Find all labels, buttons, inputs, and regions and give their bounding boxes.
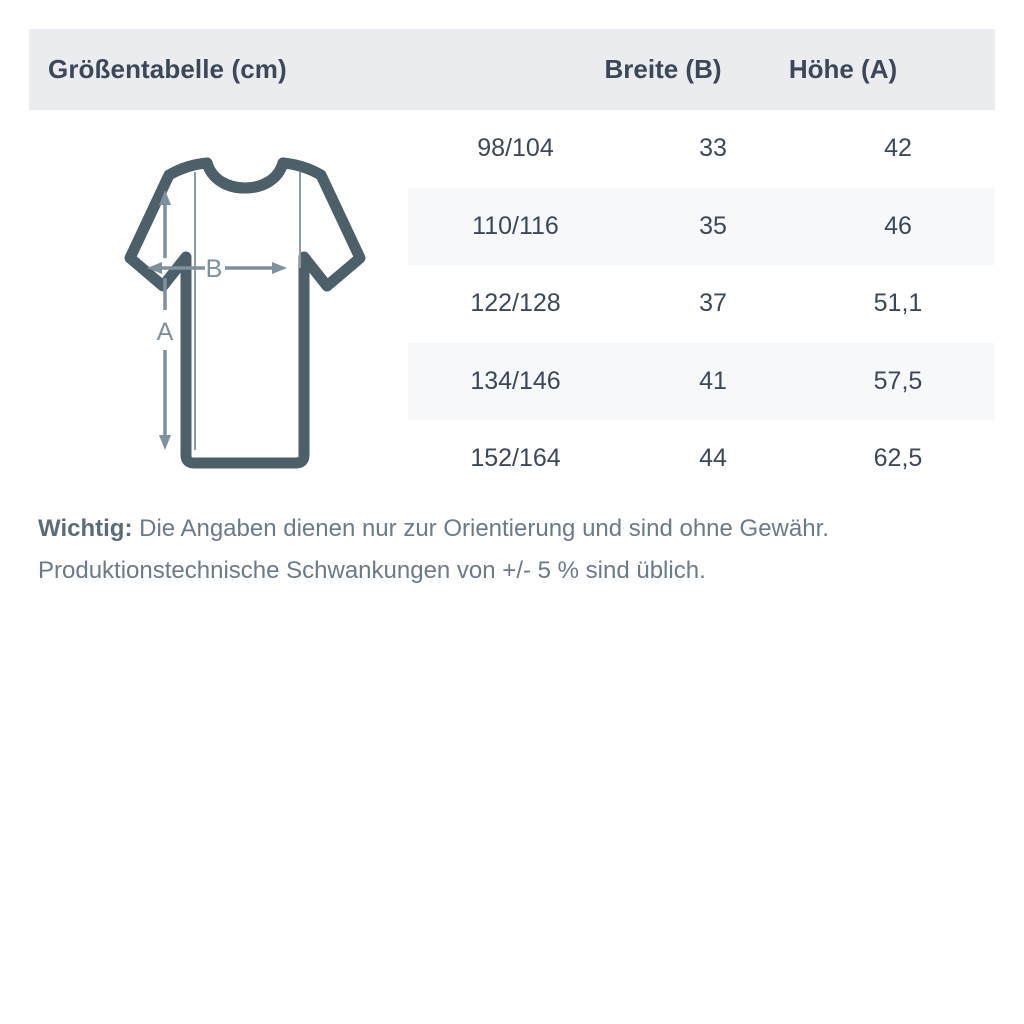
- footnote-line-1: Wichtig: Die Angaben dienen nur zur Orie…: [38, 508, 978, 550]
- table-header-band: [29, 29, 995, 110]
- t-shirt-measurement-diagram: B A: [55, 150, 385, 490]
- cell-width: 33: [699, 134, 727, 163]
- table-row: 134/146 41 57,5: [408, 342, 995, 420]
- table-row: 110/116 35 46: [408, 187, 995, 265]
- shirt-collar-icon: [201, 157, 289, 194]
- height-dimension-label: A: [157, 318, 174, 346]
- table-row: 98/104 33 42: [408, 110, 995, 188]
- height-dimension-arrow: [159, 190, 171, 450]
- cell-size: 122/128: [470, 289, 561, 318]
- width-dimension-label: B: [206, 255, 223, 283]
- cell-size: 134/146: [470, 366, 561, 395]
- size-table-body: 98/104 33 42 110/116 35 46 122/128 37 51…: [408, 110, 995, 498]
- cell-height: 51,1: [873, 289, 923, 318]
- cell-height: 57,5: [873, 366, 923, 395]
- table-row: 152/164 44 62,5: [408, 420, 995, 498]
- width-dimension-arrow: [147, 262, 287, 274]
- cell-width: 37: [699, 289, 727, 318]
- footnote-text-1: Die Angaben dienen nur zur Orientierung …: [132, 515, 829, 542]
- cell-width: 35: [699, 211, 727, 240]
- footnote: Wichtig: Die Angaben dienen nur zur Orie…: [38, 508, 978, 592]
- footnote-line-2: Produktionstechnische Schwankungen von +…: [38, 557, 706, 584]
- cell-size: 152/164: [470, 444, 561, 473]
- column-header-width: Breite (B): [604, 54, 722, 84]
- table-row: 122/128 37 51,1: [408, 265, 995, 343]
- cell-size: 98/104: [477, 134, 554, 163]
- cell-size: 110/116: [472, 211, 559, 240]
- cell-height: 42: [884, 134, 912, 163]
- footnote-label: Wichtig:: [38, 515, 133, 542]
- cell-height: 62,5: [873, 444, 923, 473]
- cell-height: 46: [884, 211, 912, 240]
- measurement-guide-lines: [194, 172, 301, 450]
- page-title: Größentabelle (cm): [48, 54, 287, 84]
- cell-width: 41: [699, 366, 727, 395]
- cell-width: 44: [699, 444, 727, 473]
- column-header-height: Höhe (A): [788, 54, 898, 84]
